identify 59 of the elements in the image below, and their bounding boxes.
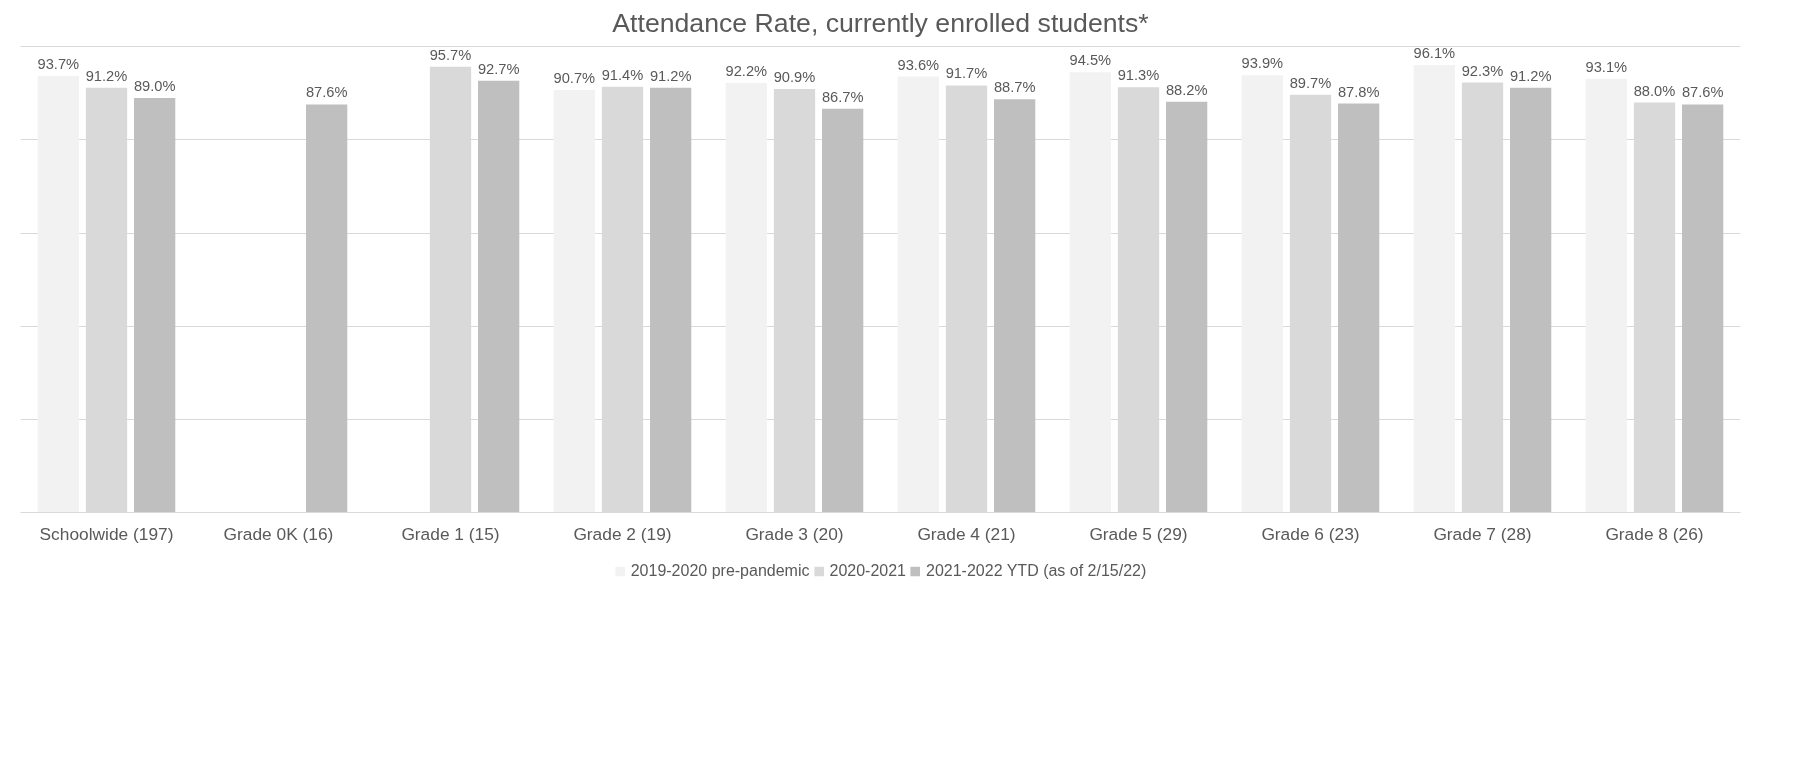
data-label: 88.0% bbox=[1633, 82, 1676, 99]
x-tick-label: Grade 4 (21) bbox=[917, 523, 1016, 544]
bar bbox=[822, 108, 864, 513]
data-label: 96.1% bbox=[1413, 44, 1456, 61]
data-label: 90.7% bbox=[553, 70, 596, 87]
bar bbox=[553, 90, 595, 513]
x-tick-label: Grade 1 (15) bbox=[401, 523, 500, 544]
bar bbox=[725, 83, 767, 513]
bar bbox=[1166, 101, 1208, 513]
bar bbox=[1585, 78, 1627, 513]
x-tick-label: Grade 0K (16) bbox=[223, 523, 334, 544]
x-tick-label: Grade 6 (23) bbox=[1261, 523, 1360, 544]
legend-label: 2021-2022 YTD (as of 2/15/22) bbox=[926, 562, 1147, 580]
legend-label: 2019-2020 pre-pandemic bbox=[630, 562, 810, 580]
bar bbox=[306, 104, 348, 513]
chart-title: Attendance Rate, currently enrolled students* bbox=[612, 7, 1149, 38]
data-label: 90.9% bbox=[773, 69, 816, 86]
data-label: 86.7% bbox=[821, 88, 864, 105]
data-label: 91.2% bbox=[1509, 67, 1552, 84]
x-tick-label: Grade 2 (19) bbox=[573, 523, 672, 544]
data-label: 93.9% bbox=[1241, 55, 1284, 72]
data-label: 93.7% bbox=[37, 56, 80, 73]
bar bbox=[1413, 64, 1455, 513]
data-label: 88.2% bbox=[1165, 81, 1208, 98]
x-tick-label: Grade 7 (28) bbox=[1433, 523, 1532, 544]
data-label: 88.7% bbox=[993, 79, 1036, 96]
bar bbox=[994, 99, 1036, 513]
x-tick-label: Schoolwide (197) bbox=[39, 523, 174, 544]
bar bbox=[650, 87, 692, 513]
data-label: 91.2% bbox=[85, 67, 128, 84]
bar bbox=[1682, 104, 1724, 513]
x-tick-label: Grade 3 (20) bbox=[745, 523, 844, 544]
bar bbox=[1241, 75, 1283, 513]
bar bbox=[37, 76, 79, 513]
x-tick-label: Grade 8 (26) bbox=[1605, 523, 1704, 544]
x-tick-label: Grade 5 (29) bbox=[1089, 523, 1188, 544]
data-label: 87.6% bbox=[1681, 84, 1724, 101]
data-label: 91.7% bbox=[945, 65, 988, 82]
data-label: 93.1% bbox=[1585, 58, 1628, 75]
data-label: 89.0% bbox=[133, 77, 176, 94]
data-label: 89.7% bbox=[1289, 74, 1332, 91]
data-label: 91.4% bbox=[601, 66, 644, 83]
bar bbox=[1338, 103, 1380, 513]
legend-label: 2020-2021 bbox=[829, 562, 907, 580]
data-label: 92.3% bbox=[1461, 62, 1504, 79]
data-label: 87.8% bbox=[1337, 83, 1380, 100]
data-label: 94.5% bbox=[1069, 52, 1112, 69]
data-label: 93.6% bbox=[897, 56, 940, 73]
bar bbox=[1069, 72, 1111, 513]
bar bbox=[478, 80, 520, 513]
data-label: 92.7% bbox=[477, 60, 520, 77]
data-label: 91.2% bbox=[649, 67, 692, 84]
bar bbox=[897, 76, 939, 513]
data-label: 92.2% bbox=[725, 63, 768, 80]
data-label: 91.3% bbox=[1117, 67, 1160, 84]
bar bbox=[134, 97, 176, 513]
data-label: 87.6% bbox=[305, 84, 348, 101]
data-label: 95.7% bbox=[429, 46, 472, 63]
bar bbox=[1510, 87, 1552, 513]
